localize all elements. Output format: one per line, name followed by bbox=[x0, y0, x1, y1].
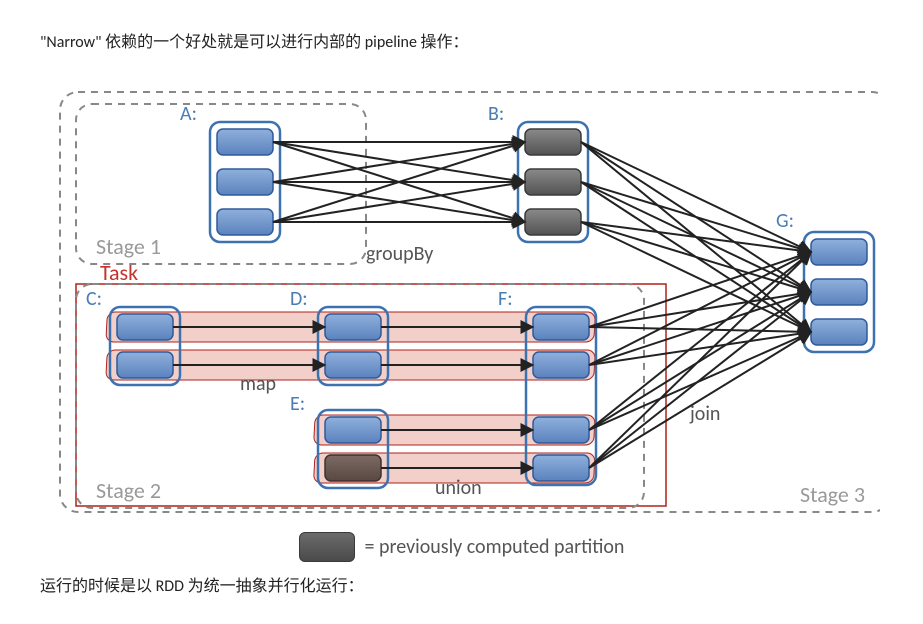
partition bbox=[325, 352, 381, 378]
svg-text:Task: Task bbox=[100, 259, 138, 286]
svg-text:F:: F: bbox=[498, 287, 513, 311]
edge-arrow bbox=[589, 332, 811, 468]
svg-text:Stage 1: Stage 1 bbox=[96, 233, 161, 260]
outro-text: 运行的时候是以 RDD 为统一抽象并行化运行： bbox=[40, 572, 883, 596]
svg-text:union: union bbox=[435, 476, 482, 500]
svg-text:B:: B: bbox=[488, 102, 504, 126]
partition bbox=[217, 129, 273, 155]
partition bbox=[533, 314, 589, 340]
partition bbox=[533, 417, 589, 443]
partition bbox=[117, 352, 173, 378]
svg-text:groupBy: groupBy bbox=[366, 242, 433, 266]
svg-text:D:: D: bbox=[290, 287, 308, 311]
intro-text: "Narrow" 依赖的一个好处就是可以进行内部的 pipeline 操作： bbox=[40, 28, 883, 52]
partition bbox=[525, 209, 581, 235]
partition bbox=[217, 209, 273, 235]
svg-text:map: map bbox=[240, 372, 276, 396]
partition bbox=[117, 314, 173, 340]
svg-text:Stage 2: Stage 2 bbox=[96, 477, 161, 504]
partition bbox=[325, 417, 381, 443]
partition bbox=[811, 319, 867, 345]
svg-text:join: join bbox=[689, 402, 720, 426]
partition bbox=[811, 279, 867, 305]
partition bbox=[325, 455, 381, 481]
edge-arrow bbox=[581, 222, 811, 332]
edge-arrow bbox=[589, 292, 811, 468]
svg-text:G:: G: bbox=[776, 209, 794, 233]
partition bbox=[533, 455, 589, 481]
stage-3-box bbox=[60, 92, 880, 512]
partition bbox=[525, 129, 581, 155]
svg-text:C:: C: bbox=[86, 287, 102, 311]
svg-text:A:: A: bbox=[180, 102, 197, 126]
partition bbox=[811, 239, 867, 265]
legend-text: = previously computed partition bbox=[365, 535, 625, 559]
partition bbox=[533, 352, 589, 378]
legend: = previously computed partition bbox=[40, 532, 883, 562]
partition bbox=[525, 169, 581, 195]
edge-arrow bbox=[581, 142, 811, 252]
partition bbox=[325, 314, 381, 340]
diagram-svg: Stage 3 Stage 1Task Stage 2 A: B: C: D: E: F: G: g… bbox=[40, 62, 880, 522]
diagram: Stage 3 Stage 1Task Stage 2 A: B: C: D: E: F: G: g… bbox=[40, 62, 880, 522]
partition bbox=[217, 169, 273, 195]
legend-partition-icon bbox=[299, 532, 355, 562]
svg-text:Stage 3: Stage 3 bbox=[800, 481, 865, 508]
svg-text:E:: E: bbox=[290, 392, 305, 416]
